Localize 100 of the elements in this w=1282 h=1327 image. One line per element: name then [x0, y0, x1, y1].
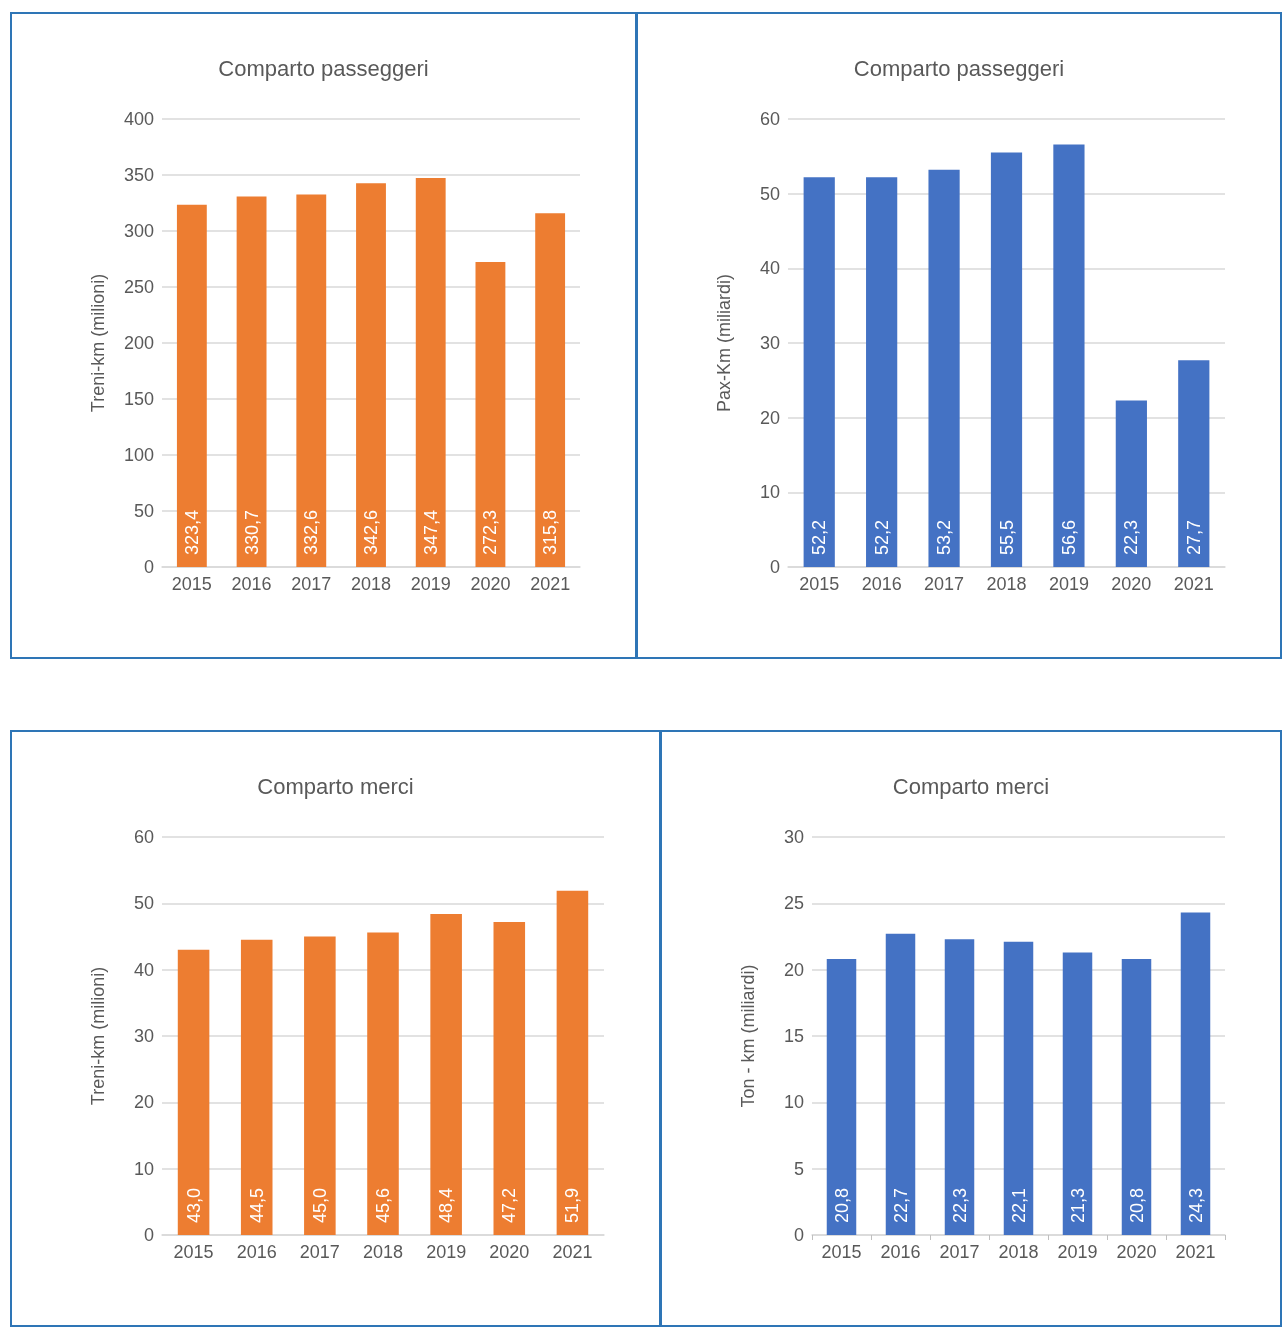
y-tick-label: 30: [133, 1026, 154, 1046]
y-tick-label: 20: [783, 959, 804, 980]
x-tick-label: 2017: [924, 574, 965, 594]
data-label: 332,6: [301, 509, 322, 555]
y-tick-label: 300: [123, 221, 154, 241]
y-tick-label: 40: [133, 959, 154, 980]
chart-title: Comparto passeggeri: [853, 55, 1065, 81]
bar: [430, 913, 462, 1235]
data-label: 45,0: [309, 1187, 330, 1223]
bar: [928, 169, 960, 567]
x-tick-label: 2017: [939, 1242, 980, 1262]
y-tick-label: 25: [783, 893, 804, 914]
y-tick-label: 250: [123, 277, 154, 297]
x-tick-label: 2020: [1116, 1242, 1157, 1262]
y-tick-label: 20: [133, 1092, 154, 1113]
data-label: 21,3: [1067, 1187, 1088, 1223]
y-tick-label: 400: [123, 109, 154, 129]
data-label: 48,4: [436, 1187, 457, 1223]
bar: [367, 932, 399, 1235]
y-tick-label: 0: [143, 1225, 154, 1245]
data-label: 20,8: [831, 1187, 852, 1223]
y-tick-label: 350: [123, 165, 154, 185]
y-tick-label: 0: [769, 557, 780, 577]
data-label: 315,8: [540, 509, 561, 555]
data-label: 323,4: [181, 509, 202, 555]
data-label: 24,3: [1185, 1187, 1206, 1223]
data-label: 55,5: [996, 519, 1017, 555]
data-label: 51,9: [562, 1187, 583, 1223]
x-tick-label: 2020: [470, 574, 511, 594]
x-tick-label: 2018: [998, 1242, 1039, 1262]
y-tick-label: 15: [783, 1026, 804, 1046]
data-label: 20,8: [1126, 1187, 1147, 1223]
x-tick-label: 2015: [171, 574, 212, 594]
y-axis-title: Pax-Km (miliardi): [714, 273, 734, 413]
chart-title: Comparto passeggeri: [218, 55, 429, 81]
x-tick-label: 2021: [530, 574, 571, 594]
y-tick-label: 10: [783, 1092, 804, 1113]
data-label: 52,2: [809, 519, 830, 555]
data-label: 27,7: [1183, 519, 1204, 555]
bar: [493, 921, 526, 1235]
y-tick-label: 20: [759, 407, 780, 428]
y-tick-label: 5: [793, 1158, 804, 1179]
x-tick-label: 2016: [861, 574, 902, 594]
x-tick-label: 2015: [799, 574, 840, 594]
y-tick-label: 50: [759, 183, 780, 204]
data-label: 347,4: [420, 509, 441, 555]
x-tick-label: 2021: [1175, 1242, 1216, 1262]
bar: [240, 939, 273, 1235]
y-tick-label: 10: [133, 1158, 154, 1179]
x-tick-label: 2015: [173, 1242, 214, 1262]
x-tick-label: 2018: [350, 574, 392, 594]
x-tick-label: 2020: [489, 1242, 530, 1262]
x-tick-label: 2018: [986, 574, 1027, 594]
y-tick-label: 30: [759, 333, 780, 353]
y-tick-label: 40: [759, 258, 780, 279]
y-tick-label: 60: [759, 109, 780, 129]
data-label: 272,3: [480, 509, 501, 555]
x-tick-label: 2017: [299, 1242, 340, 1262]
bar: [866, 177, 898, 567]
chart-title: Comparto merci: [892, 773, 1050, 799]
y-tick-label: 0: [793, 1225, 804, 1245]
bar: [990, 152, 1023, 567]
x-tick-label: 2016: [880, 1242, 921, 1262]
bar: [177, 949, 210, 1235]
y-axis-title: Treni-km (milioni): [88, 273, 108, 413]
bar: [556, 890, 589, 1235]
bar: [1178, 360, 1210, 567]
data-label: 53,2: [934, 519, 955, 555]
y-tick-label: 10: [759, 482, 780, 503]
data-label: 22,1: [1008, 1187, 1029, 1223]
x-tick-label: 2016: [231, 574, 272, 594]
x-tick-label: 2018: [362, 1242, 404, 1262]
x-tick-label: 2015: [821, 1242, 862, 1262]
x-tick-label: 2017: [291, 574, 332, 594]
x-tick-label: 2019: [426, 1242, 467, 1262]
bar: [1053, 144, 1085, 567]
data-label: 52,2: [871, 519, 892, 555]
bar: [803, 177, 835, 567]
x-tick-label: 2020: [1111, 574, 1152, 594]
y-axis-title: Ton - km (miliardi): [738, 964, 758, 1108]
y-tick-label: 100: [123, 445, 154, 465]
y-tick-label: 200: [123, 333, 154, 353]
data-label: 330,7: [241, 509, 262, 555]
data-label: 43,0: [183, 1187, 204, 1223]
x-tick-label: 2019: [1048, 574, 1089, 594]
y-tick-label: 50: [133, 893, 154, 914]
y-tick-label: 50: [133, 501, 154, 521]
data-label: 44,5: [246, 1187, 267, 1223]
data-label: 45,6: [373, 1187, 393, 1223]
y-tick-label: 150: [123, 389, 154, 409]
data-label: 56,6: [1058, 519, 1079, 555]
data-label: 22,7: [890, 1187, 911, 1223]
y-tick-label: 0: [143, 557, 154, 577]
chart-title: Comparto merci: [257, 773, 414, 799]
x-tick-label: 2021: [552, 1242, 593, 1262]
y-tick-label: 60: [133, 827, 154, 847]
data-label: 342,6: [361, 509, 381, 555]
data-label: 22,3: [1121, 519, 1142, 555]
y-tick-label: 30: [783, 827, 804, 847]
y-axis-title: Treni-km (milioni): [88, 966, 108, 1106]
